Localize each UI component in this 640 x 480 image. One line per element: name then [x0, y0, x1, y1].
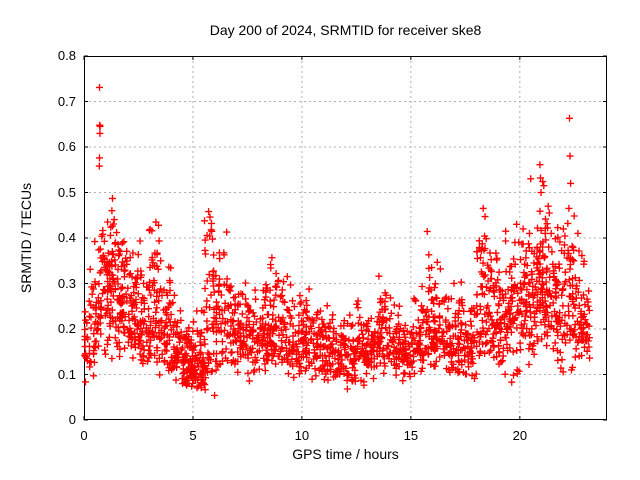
y-tick-label: 0.1 [57, 366, 76, 382]
y-tick-label: 0.7 [57, 93, 76, 109]
x-tick-label: 0 [80, 428, 88, 443]
x-tick-label: 15 [403, 428, 419, 443]
x-tick-label: 20 [512, 428, 528, 443]
y-tick-label: 0.2 [57, 321, 76, 336]
y-tick-label: 0.6 [57, 139, 76, 154]
y-tick-label: 0 [68, 412, 76, 427]
chart-title: Day 200 of 2024, SRMTID for receiver ske… [209, 22, 482, 38]
y-tick-label: 0.3 [57, 275, 76, 291]
x-tick-label: 5 [189, 428, 197, 443]
x-tick-label: 10 [294, 428, 310, 443]
x-axis-label: GPS time / hours [292, 446, 399, 462]
y-tick-label: 0.5 [57, 184, 76, 200]
y-tick-label: 0.4 [57, 230, 76, 245]
y-tick-label: 0.8 [57, 48, 76, 63]
